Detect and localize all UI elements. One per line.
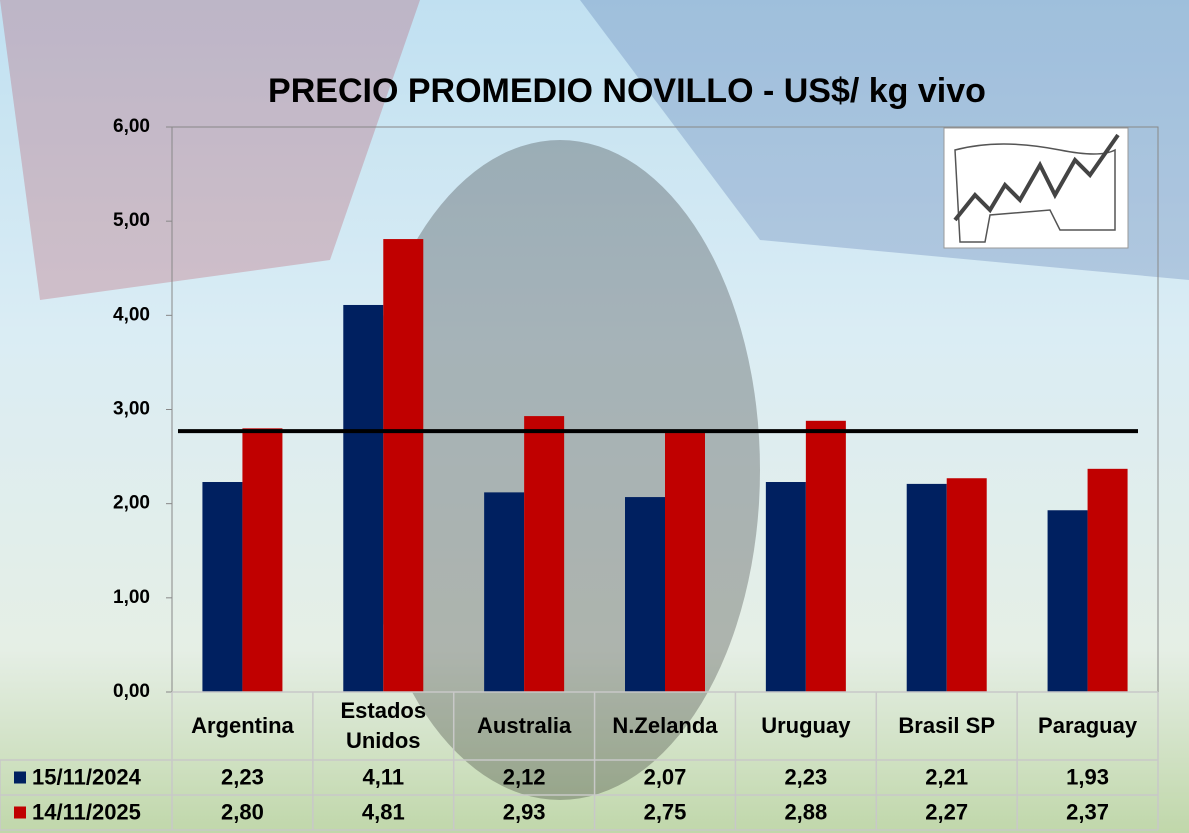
table-value: 2,21 <box>925 764 968 789</box>
logo-trend <box>953 133 1120 222</box>
legend-swatch <box>14 771 26 784</box>
table-value: 2,93 <box>503 799 546 824</box>
bar <box>1087 468 1128 692</box>
bar <box>906 483 947 692</box>
x-tick-label: Argentina <box>191 713 294 738</box>
table-value: 2,80 <box>221 799 264 824</box>
bar <box>1047 510 1088 692</box>
y-tick-label: 3,00 <box>113 399 150 420</box>
bar <box>524 416 565 692</box>
table-value: 2,88 <box>784 799 827 824</box>
x-tick-label: N.Zelanda <box>612 713 718 738</box>
y-tick-label: 2,00 <box>113 493 150 514</box>
table-value: 2,23 <box>221 764 264 789</box>
bar <box>765 482 806 692</box>
x-tick-label: Paraguay <box>1038 713 1138 738</box>
y-tick-label: 4,00 <box>113 304 150 325</box>
table-value: 2,23 <box>784 764 827 789</box>
table-value: 2,12 <box>503 764 546 789</box>
y-tick-label: 6,00 <box>113 116 150 137</box>
table-value: 2,37 <box>1066 799 1109 824</box>
y-tick-label: 0,00 <box>113 681 150 702</box>
x-tick-label: Uruguay <box>761 713 851 738</box>
legend-swatch <box>14 806 26 819</box>
table-value: 2,07 <box>644 764 687 789</box>
table-value: 2,75 <box>644 799 687 824</box>
y-tick-label: 1,00 <box>113 587 150 608</box>
bar <box>383 239 424 692</box>
bar <box>665 433 705 692</box>
x-tick-label: Brasil SP <box>898 713 995 738</box>
logo-box <box>943 127 1129 249</box>
table-value: 4,11 <box>362 764 404 789</box>
bar <box>805 420 846 692</box>
legend-label: 14/11/2025 <box>32 799 141 824</box>
x-tick-label: Australia <box>477 713 572 738</box>
flag-decor <box>0 0 420 300</box>
bar <box>202 482 243 692</box>
logo <box>943 127 1129 249</box>
bar <box>946 478 987 692</box>
table-value: 2,27 <box>925 799 968 824</box>
chart-title: PRECIO PROMEDIO NOVILLO - US$/ kg vivo <box>268 72 986 110</box>
table-value: 1,93 <box>1066 764 1109 789</box>
bar <box>484 492 525 692</box>
x-tick-label: Estados Unidos <box>340 698 427 753</box>
bar <box>242 428 283 692</box>
logo-cow <box>954 143 1116 243</box>
bar <box>625 497 665 692</box>
bar <box>343 304 384 692</box>
legend-label: 15/11/2024 <box>32 764 142 789</box>
table-value: 4,81 <box>362 799 405 824</box>
y-tick-label: 5,00 <box>113 210 150 231</box>
